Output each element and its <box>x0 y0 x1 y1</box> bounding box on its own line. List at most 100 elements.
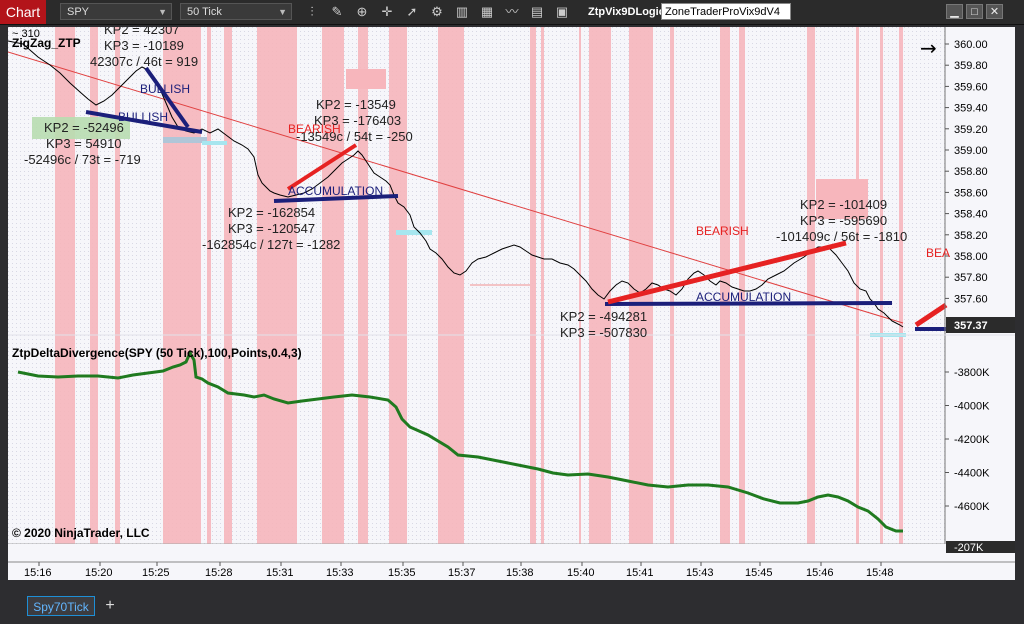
a3-line2: KP3 = -176403 <box>314 113 401 128</box>
chart-menu-button[interactable]: Chart <box>0 0 46 24</box>
bullish-label-1: BULLISH <box>140 82 190 96</box>
price-tick-label: 359.80 <box>954 60 988 72</box>
a1-line3: 42307c / 46t = 919 <box>90 54 198 69</box>
delta-cut-marker <box>946 541 1015 553</box>
maximize-button[interactable]: □ <box>966 4 983 19</box>
time-tick-label: 15:38 <box>506 567 534 579</box>
strategy-icon[interactable]: ▦ <box>480 4 494 19</box>
delta-tick-label: -4000K <box>954 401 990 413</box>
price-tick-label: 358.40 <box>954 209 988 221</box>
current-price-label: 357.37 <box>954 320 988 332</box>
bearish-label-3: BEA <box>926 246 950 260</box>
price-tick-label: 359.60 <box>954 81 988 93</box>
indicator-label: ZtpVix9DLogic <box>588 6 665 18</box>
time-tick-label: 15:41 <box>626 567 654 579</box>
time-tick-label: 15:40 <box>567 567 595 579</box>
chart-toolbar: Chart SPY ▼ 50 Tick ▼ ⫶ ✎ ⊕ ✛ ➚ ⚙ ▥ ▦ 〰 ▤ … <box>0 0 1024 25</box>
a2-line3: -52496c / 73t = -719 <box>24 152 141 167</box>
minimize-button[interactable]: ▁ <box>946 4 963 19</box>
interval-value: 50 Tick <box>187 6 222 18</box>
indicators-icon[interactable]: ▥ <box>455 4 469 19</box>
instrument-selector[interactable]: SPY ▼ <box>60 3 172 20</box>
price-tick-label: 360.00 <box>954 39 988 51</box>
template-icon[interactable]: ▤ <box>530 4 544 19</box>
copyright: © 2020 NinjaTrader, LLC <box>12 526 150 540</box>
zone-labels: BULLISH BULLISH BEARISH ACCUMULATION BEA… <box>118 82 950 304</box>
bearish-label-2: BEARISH <box>696 224 749 238</box>
time-tick-label: 15:20 <box>85 567 113 579</box>
pointer-icon[interactable]: ➚ <box>406 4 418 19</box>
bars-icon[interactable]: ⫶ <box>310 4 314 19</box>
time-tick-label: 15:48 <box>866 567 894 579</box>
zigzag-lines <box>85 66 948 331</box>
a5-line1: KP2 = -101409 <box>800 197 887 212</box>
price-tick-label: 358.80 <box>954 166 988 178</box>
time-tick-label: 15:35 <box>388 567 416 579</box>
a4-line3: -162854c / 127t = -1282 <box>202 237 340 252</box>
a2-line2: KP3 = 54910 <box>46 136 122 151</box>
a6-line2: KP3 = -507830 <box>560 325 647 340</box>
time-tick-label: 15:45 <box>745 567 773 579</box>
time-tick-label: 15:25 <box>142 567 170 579</box>
chevron-down-icon: ▼ <box>278 7 287 17</box>
time-tick-label: 15:28 <box>205 567 233 579</box>
template-value: ZoneTraderProVix9dV4 <box>665 6 780 18</box>
a1-line1: KP2 = 42307 <box>104 27 180 37</box>
delta-divergence-line <box>17 349 903 533</box>
price-tick-label: 359.40 <box>954 103 988 115</box>
crosshair-icon[interactable]: ✛ <box>381 4 393 19</box>
arrow-right-icon[interactable]: → <box>920 36 937 60</box>
price-chart[interactable]: 360.00 359.80 359.60 359.40 359.20 359.00 358.… <box>8 27 1015 580</box>
pencil-icon[interactable]: ✎ <box>331 4 343 19</box>
time-tick-label: 15:46 <box>806 567 834 579</box>
zone-boxes <box>32 69 906 337</box>
time-tick-label: 15:31 <box>266 567 294 579</box>
delta-tick-label: -4200K <box>954 434 990 446</box>
price-tick-label: 359.00 <box>954 145 988 157</box>
accumulation-label-2: ACCUMULATION <box>696 290 791 304</box>
price-tick-label: 358.60 <box>954 187 988 199</box>
trend-line <box>8 51 904 324</box>
time-tick-label: 15:33 <box>326 567 354 579</box>
a4-line2: KP3 = -120547 <box>228 221 315 236</box>
tab-spy70tick[interactable]: Spy70Tick <box>27 596 95 616</box>
time-axis: 15:16 15:20 15:25 15:28 15:31 15:33 15:35 15:37… <box>24 562 894 579</box>
a1-line2: KP3 = -10189 <box>104 38 184 53</box>
time-tick-label: 15:37 <box>448 567 476 579</box>
add-tab-button[interactable]: + <box>105 597 115 614</box>
instrument-value: SPY <box>67 6 90 18</box>
bullish-label-2: BULLISH <box>118 110 168 124</box>
price-tick-label: 359.20 <box>954 124 988 136</box>
tab-bar: Spy70Tick + <box>0 580 1024 624</box>
accumulation-label-1: ACCUMULATION <box>288 184 383 198</box>
delta-tick-label: -3800K <box>954 367 990 379</box>
interval-selector[interactable]: 50 Tick ▼ <box>180 3 292 20</box>
price-tick-label: 357.60 <box>954 293 988 305</box>
close-button[interactable]: ✕ <box>986 4 1003 19</box>
template-field[interactable]: ZoneTraderProVix9dV4 <box>661 3 791 20</box>
zoom-icon[interactable]: ⊕ <box>356 4 368 19</box>
a5-line3: -101409c / 56t = -1810 <box>776 229 907 244</box>
delta-tick-label: -4600K <box>954 501 990 513</box>
a3-line1: KP2 = -13549 <box>316 97 396 112</box>
price-line <box>8 40 904 328</box>
price-tick-label: 357.80 <box>954 272 988 284</box>
window-icon[interactable]: ▣ <box>555 4 569 19</box>
wave-icon[interactable]: 〰 <box>505 4 519 19</box>
a6-line1: KP2 = -494281 <box>560 309 647 324</box>
price-tick-label: 358.00 <box>954 251 988 263</box>
bearish-label-1: BEARISH <box>288 122 341 136</box>
delta-axis: -3800K -4000K -4200K -4400K -4600K <box>945 367 990 513</box>
a4-line1: KP2 = -162854 <box>228 205 315 220</box>
annotations: KP2 = 42307 KP3 = -10189 42307c / 46t = … <box>24 27 907 340</box>
time-tick-label: 15:16 <box>24 567 52 579</box>
current-price-marker <box>946 317 1015 333</box>
a2-line1: KP2 = -52496 <box>44 120 124 135</box>
time-tick-label: 15:43 <box>686 567 714 579</box>
chart-subtitle: ~ 310 <box>12 28 40 40</box>
chevron-down-icon: ▼ <box>158 7 167 17</box>
a5-line2: KP3 = -595690 <box>800 213 887 228</box>
properties-icon[interactable]: ⚙ <box>431 4 443 19</box>
a3-line3: -13549c / 54t = -250 <box>296 129 413 144</box>
chart-title: ZigZag_ZTP <box>12 36 81 50</box>
